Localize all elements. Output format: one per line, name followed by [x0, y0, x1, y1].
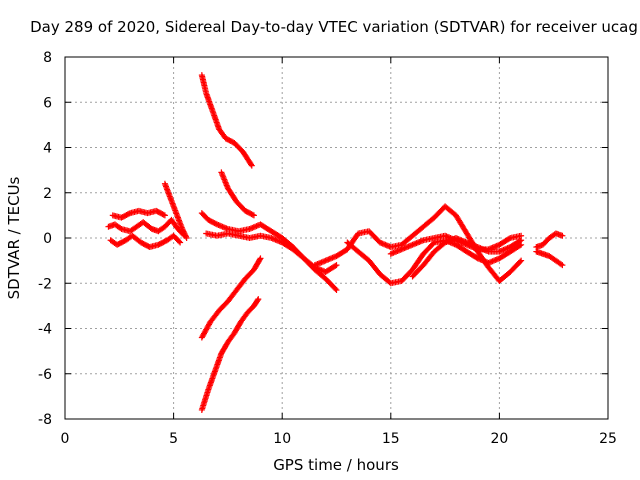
data-point — [333, 262, 340, 269]
data-point — [506, 235, 513, 242]
y-tick-label: 2 — [43, 186, 52, 202]
data-point — [250, 212, 257, 219]
data-point — [248, 161, 255, 168]
series-track-f — [218, 169, 257, 219]
data-point — [125, 210, 132, 217]
series-track-j — [198, 296, 262, 413]
data-point — [332, 262, 339, 269]
data-point — [255, 296, 262, 303]
y-tick-label: 6 — [43, 95, 52, 111]
y-tick-label: 4 — [43, 141, 52, 157]
y-axis: -8 -6 -4 -2 0 2 4 6 8 — [38, 50, 608, 428]
x-tick-label: 25 — [599, 431, 617, 447]
data-point — [256, 256, 263, 263]
data-point — [257, 255, 264, 262]
y-tick-label: -4 — [38, 322, 52, 338]
y-tick-label: -8 — [38, 412, 52, 428]
chart-title: Day 289 of 2020, Sidereal Day-to-day VTE… — [30, 18, 638, 36]
data-point — [183, 235, 190, 241]
data-point — [559, 262, 566, 269]
data-points — [105, 72, 566, 413]
series-track-h — [203, 230, 340, 275]
data-point — [559, 232, 566, 239]
series-track-i — [198, 255, 264, 341]
data-point — [333, 287, 340, 294]
data-point — [177, 239, 184, 246]
y-tick-label: 8 — [43, 50, 52, 66]
data-point — [332, 285, 339, 292]
y-tick-label: 0 — [43, 231, 52, 247]
data-point — [160, 211, 167, 218]
series-track-g — [198, 210, 340, 294]
y-tick-label: -6 — [38, 367, 52, 383]
data-point — [254, 297, 261, 304]
series-track-o — [533, 230, 566, 251]
series-track-b — [107, 232, 184, 251]
data-point — [249, 211, 256, 218]
data-point — [558, 261, 565, 268]
series-track-l — [344, 237, 525, 287]
series-track-d — [161, 180, 190, 241]
x-tick-label: 5 — [169, 431, 178, 447]
data-point — [518, 257, 525, 264]
data-point — [117, 225, 124, 232]
data-point — [516, 238, 523, 245]
y-axis-title: SDTVAR / TECUs — [5, 176, 23, 299]
data-point — [183, 233, 190, 240]
series-track-n — [409, 235, 525, 280]
data-point — [517, 258, 524, 265]
x-tick-label: 20 — [490, 431, 508, 447]
x-tick-label: 10 — [273, 431, 291, 447]
x-axis-title: GPS time / hours — [273, 456, 399, 474]
x-axis: 0 5 10 15 20 25 — [61, 57, 617, 447]
data-point — [518, 237, 525, 244]
grid — [65, 57, 608, 419]
x-tick-label: 0 — [61, 431, 70, 447]
x-tick-label: 15 — [382, 431, 400, 447]
data-point — [248, 162, 255, 169]
y-tick-label: -2 — [38, 276, 52, 292]
data-point — [176, 238, 183, 245]
series-track-p — [533, 248, 566, 269]
series-track-e — [198, 72, 255, 169]
series-track-c — [109, 207, 168, 221]
data-point — [161, 212, 168, 219]
series-track-k — [311, 203, 525, 284]
